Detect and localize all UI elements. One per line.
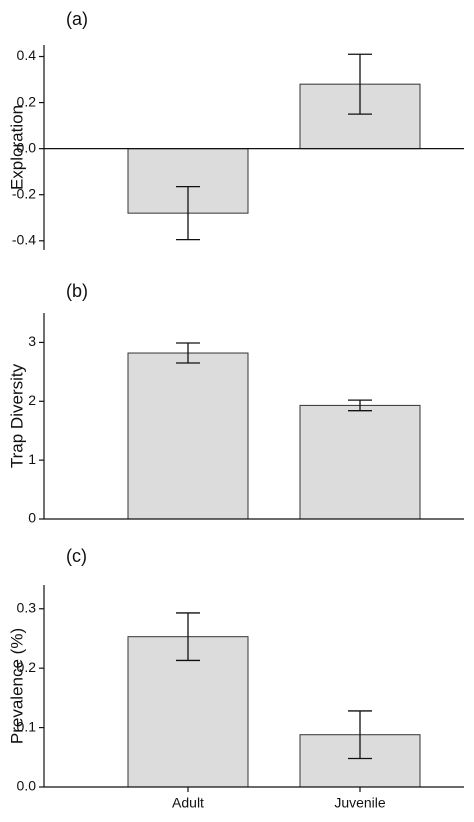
- y-tick-label: 3: [28, 333, 36, 349]
- error-bar: [348, 710, 372, 760]
- y-tick-label: -0.4: [12, 231, 36, 247]
- y-tick-label: 0: [28, 510, 36, 526]
- y-tick-label: 0.4: [17, 47, 37, 63]
- y-tick-label: 0.0: [17, 778, 37, 794]
- y-tick-label: 0.1: [17, 718, 37, 734]
- error-bar: [176, 612, 200, 662]
- y-tick-label: 0.0: [17, 139, 37, 155]
- x-tick-label: Juvenile: [334, 795, 386, 811]
- error-bar: [348, 399, 372, 412]
- y-axis-label: Trap Diversity: [7, 363, 26, 468]
- y-tick-label: 2: [28, 392, 36, 408]
- y-tick-label: 0.3: [17, 599, 37, 615]
- y-axis-label: Exploration: [7, 105, 26, 190]
- y-axis-label: Prevalence (%): [7, 628, 26, 744]
- y-tick-label: 0.2: [17, 659, 37, 675]
- y-tick-label: -0.2: [12, 185, 36, 201]
- bar: [299, 404, 421, 520]
- panel-label: (c): [66, 546, 87, 566]
- error-bar: [176, 186, 200, 241]
- y-tick-label: 1: [28, 451, 36, 467]
- x-tick-label: Adult: [172, 795, 204, 811]
- bar: [127, 352, 249, 520]
- y-tick-label: 0.2: [17, 93, 37, 109]
- panel-label: (b): [66, 281, 88, 301]
- error-bar: [348, 53, 372, 115]
- bar: [127, 636, 249, 788]
- panel-label: (a): [66, 9, 88, 29]
- error-bar: [176, 342, 200, 364]
